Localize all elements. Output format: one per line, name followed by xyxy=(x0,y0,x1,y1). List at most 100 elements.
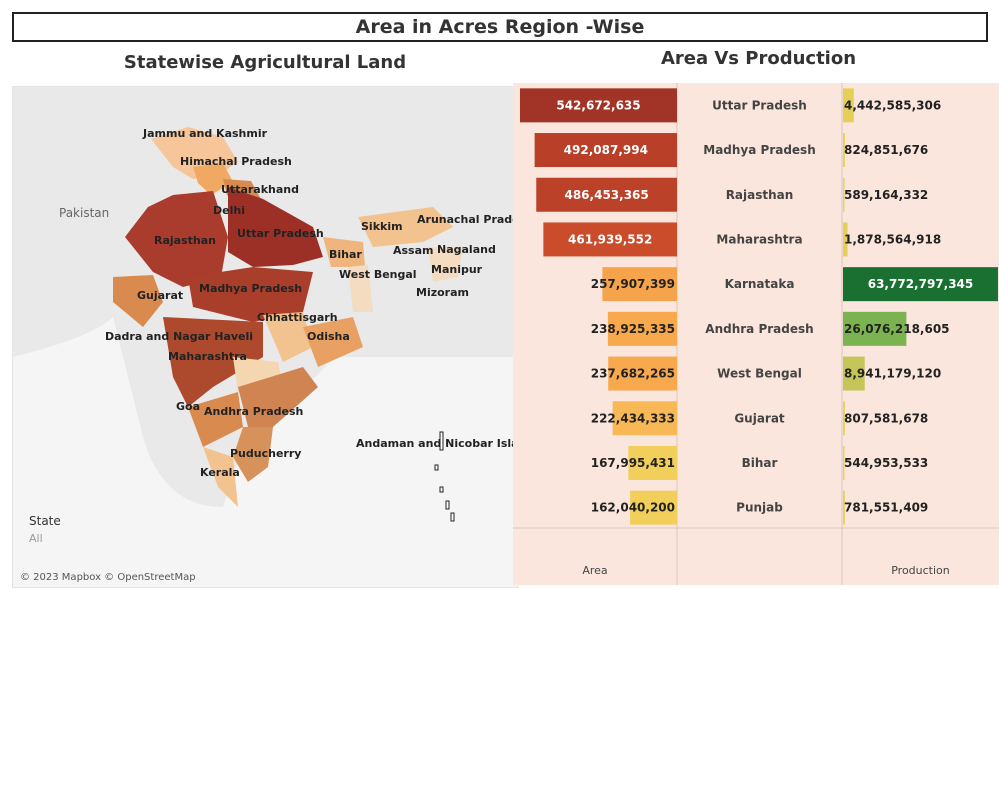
production-bar xyxy=(843,222,848,257)
production-bar xyxy=(843,445,845,480)
area-data-label: 486,453,365 xyxy=(564,188,648,202)
bar-chart-canvas: 542,672,635 Uttar Pradesh 4,442,585,306 492… xyxy=(513,83,999,585)
map-title: Statewise Agricultural Land xyxy=(123,52,407,73)
area-data-label: 257,907,399 xyxy=(591,277,675,291)
area-data-label: 492,087,994 xyxy=(564,143,648,157)
area-bar xyxy=(607,311,677,346)
category-label: Madhya Pradesh xyxy=(703,143,816,157)
category-label: Bihar xyxy=(742,456,778,470)
state-andhra-pradesh[interactable] xyxy=(238,367,318,427)
area-bar xyxy=(612,401,677,436)
state-tamil-nadu[interactable] xyxy=(233,427,273,482)
category-label: Uttar Pradesh xyxy=(712,98,807,112)
production-data-label: 824,851,676 xyxy=(844,143,928,157)
area-data-label: 461,939,552 xyxy=(568,232,652,246)
production-bar xyxy=(843,401,845,436)
state-label: Rajasthan xyxy=(154,234,216,247)
production-data-label: 781,551,409 xyxy=(844,501,928,515)
category-label: Punjab xyxy=(736,501,783,515)
country-label: Pakistan xyxy=(59,206,109,220)
area-bar xyxy=(630,490,677,525)
production-data-label: 26,076,218,605 xyxy=(844,322,950,336)
production-bar xyxy=(843,133,846,168)
state-label: Bihar xyxy=(329,248,362,261)
state-kerala[interactable] xyxy=(203,447,238,507)
area-data-label: 238,925,335 xyxy=(591,322,675,336)
state-label: Chhattisgarh xyxy=(257,311,338,324)
area-axis-label: Area xyxy=(582,564,607,577)
area-data-label: 237,682,265 xyxy=(591,367,675,381)
production-bar xyxy=(843,356,865,391)
category-label: Karnataka xyxy=(725,277,795,291)
area-bar xyxy=(628,445,677,480)
state-label: Assam xyxy=(393,244,434,257)
state-label: Manipur xyxy=(431,263,483,276)
production-data-label: 807,581,678 xyxy=(844,411,928,425)
state-filter-label: State xyxy=(29,514,61,528)
production-bar xyxy=(843,267,998,302)
state-odisha[interactable] xyxy=(303,317,363,367)
production-bar xyxy=(843,311,907,346)
dashboard-title: Area in Acres Region -Wise xyxy=(12,12,988,42)
state-west-bengal[interactable] xyxy=(348,265,373,312)
map-labels: Pakistan Jammu and Kashmir Himachal Prad… xyxy=(59,127,518,479)
islands xyxy=(434,431,455,522)
state-northeast[interactable] xyxy=(358,207,453,247)
state-label: Dadra and Nagar Haveli xyxy=(105,330,253,343)
state-madhya-pradesh[interactable] xyxy=(188,267,313,322)
state-label: Puducherry xyxy=(230,447,301,460)
production-axis-label: Production xyxy=(891,564,950,577)
production-bar xyxy=(843,88,854,123)
production-bar xyxy=(843,490,845,525)
state-label: Himachal Pradesh xyxy=(180,155,292,168)
state-shapes xyxy=(113,127,463,507)
state-label: Odisha xyxy=(307,330,350,343)
production-data-label: 1,878,564,918 xyxy=(844,232,941,246)
state-label: Uttarakhand xyxy=(221,183,299,196)
state-label: Sikkim xyxy=(361,220,403,233)
production-data-label: 8,941,179,120 xyxy=(844,367,941,381)
state-label: Mizoram xyxy=(416,286,469,299)
state-bihar[interactable] xyxy=(323,237,365,267)
india-map[interactable]: Pakistan Jammu and Kashmir Himachal Prad… xyxy=(12,86,518,588)
state-label: Kerala xyxy=(200,466,240,479)
category-label: Rajasthan xyxy=(726,188,794,202)
area-bar xyxy=(608,356,677,391)
state-label: Andaman and Nicobar Island xyxy=(356,437,518,450)
state-gujarat[interactable] xyxy=(113,275,163,327)
state-maharashtra[interactable] xyxy=(163,317,263,407)
area-data-label: 167,995,431 xyxy=(591,456,675,470)
state-chhattisgarh[interactable] xyxy=(263,312,313,362)
area-bar xyxy=(602,267,677,302)
state-uttar-pradesh[interactable] xyxy=(228,187,323,267)
production-bar xyxy=(843,177,845,212)
map-credit: © 2023 Mapbox © OpenStreetMap xyxy=(20,572,196,583)
category-label: Maharashtra xyxy=(716,232,802,246)
state-manipur-mizoram[interactable] xyxy=(428,247,463,282)
area-bar xyxy=(520,88,677,123)
state-label: Maharashtra xyxy=(168,350,247,363)
state-label: West Bengal xyxy=(339,268,417,281)
category-label: Gujarat xyxy=(734,411,785,425)
state-label: Jammu and Kashmir xyxy=(142,127,268,140)
state-filter-value[interactable]: All xyxy=(29,532,43,545)
state-rajasthan[interactable] xyxy=(125,191,228,287)
state-label: Madhya Pradesh xyxy=(199,282,302,295)
category-label: Andhra Pradesh xyxy=(705,322,813,336)
state-label: Arunachal Pradesh xyxy=(417,213,518,226)
area-bar xyxy=(534,133,677,168)
state-label: Andhra Pradesh xyxy=(204,405,303,418)
production-data-label: 544,953,533 xyxy=(844,456,928,470)
area-data-label: 542,672,635 xyxy=(556,98,640,112)
area-data-label: 162,040,200 xyxy=(591,501,675,515)
production-data-label: 63,772,797,345 xyxy=(868,277,974,291)
production-data-label: 4,442,585,306 xyxy=(844,98,941,112)
state-karnataka[interactable] xyxy=(188,392,243,447)
state-filter[interactable]: State All xyxy=(29,514,61,545)
chart-title: Area Vs Production xyxy=(660,48,857,69)
category-label: West Bengal xyxy=(717,367,802,381)
state-himachal[interactable] xyxy=(193,163,233,195)
area-bar xyxy=(536,177,677,212)
state-label: Gujarat xyxy=(137,289,183,302)
state-label: Delhi xyxy=(213,204,245,217)
